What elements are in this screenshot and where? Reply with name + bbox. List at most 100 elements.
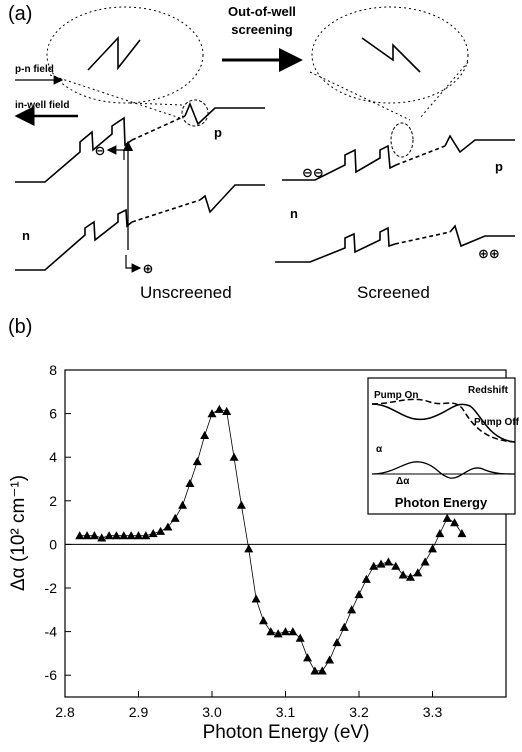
conduction-band bbox=[131, 115, 186, 141]
data-point bbox=[310, 666, 320, 675]
delta-label: Δα bbox=[396, 476, 410, 487]
x-tick-label: 2.8 bbox=[55, 704, 75, 720]
inset: Redshift Pump On Pump Off α Δα Photon En… bbox=[367, 377, 520, 515]
data-point bbox=[413, 568, 423, 577]
zoom-lines bbox=[49, 74, 183, 119]
valence-band bbox=[275, 226, 396, 263]
x-tick-label: 3.3 bbox=[423, 704, 443, 720]
data-point bbox=[75, 531, 85, 540]
data-point bbox=[163, 522, 173, 531]
y-tick-label: -4 bbox=[45, 624, 58, 640]
data-point bbox=[288, 627, 298, 636]
data-point bbox=[141, 531, 151, 540]
pump-off-curve bbox=[371, 403, 516, 443]
panel-b: (b) Photon Energy (eV) Δα (10² cm⁻¹) 2.8… bbox=[8, 316, 520, 743]
y-tick-label: -6 bbox=[45, 667, 58, 683]
holes: ⊕⊕ bbox=[478, 246, 500, 261]
n-label: n bbox=[22, 228, 30, 243]
zoom-well bbox=[87, 35, 141, 71]
x-tick-label: 2.9 bbox=[129, 704, 149, 720]
data-point bbox=[126, 531, 136, 540]
conduction-band bbox=[444, 134, 515, 154]
y-tick-label: 0 bbox=[49, 536, 57, 552]
data-point bbox=[207, 409, 217, 418]
conduction-band bbox=[184, 101, 265, 126]
zoom-well bbox=[361, 37, 421, 73]
panel-a: (a) Out-of-well screening p-n field in-w… bbox=[8, 3, 515, 302]
x-tick-label: 3.0 bbox=[202, 704, 222, 720]
data-point bbox=[442, 513, 452, 522]
pump-on-curve bbox=[371, 398, 516, 443]
y-tick-label: 4 bbox=[49, 449, 57, 465]
inwell-field: in-well field bbox=[15, 100, 69, 111]
arrow-label: screening bbox=[231, 22, 292, 37]
data-point bbox=[303, 653, 313, 662]
data-point bbox=[428, 544, 437, 553]
data-point bbox=[332, 638, 342, 647]
panel-label: (a) bbox=[8, 3, 32, 25]
data-point bbox=[450, 518, 460, 527]
data-point bbox=[89, 531, 99, 540]
zoom bbox=[46, 6, 204, 104]
data-point bbox=[354, 590, 364, 599]
conduction-band bbox=[282, 144, 397, 181]
delta-curve bbox=[371, 461, 516, 479]
p-label: p bbox=[214, 125, 222, 140]
zoom-spot bbox=[390, 122, 414, 158]
data-point bbox=[405, 572, 415, 581]
data-point bbox=[457, 529, 467, 538]
data-point bbox=[104, 531, 114, 540]
valence-band bbox=[15, 208, 133, 271]
data-point bbox=[178, 500, 188, 509]
data-point bbox=[251, 594, 261, 603]
data-point bbox=[156, 526, 166, 535]
data-point bbox=[339, 622, 349, 631]
data-point bbox=[148, 529, 158, 538]
y-tick-label: 6 bbox=[49, 406, 57, 422]
data-point bbox=[185, 478, 195, 487]
valence-band bbox=[449, 224, 515, 248]
data-point bbox=[97, 533, 107, 542]
pn-field: p-n field bbox=[15, 64, 54, 75]
zoom bbox=[311, 6, 469, 104]
caption: Unscreened bbox=[140, 283, 232, 302]
valence-band bbox=[199, 184, 265, 214]
inset-title: Redshift bbox=[468, 385, 509, 396]
pump-off-label: Pump Off bbox=[474, 417, 520, 428]
x-tick-label: 3.1 bbox=[276, 704, 296, 720]
panel-label: (b) bbox=[8, 316, 32, 338]
data-point bbox=[325, 655, 335, 664]
data-point bbox=[361, 574, 371, 583]
data-point bbox=[347, 605, 357, 614]
pump-on-label: Pump On bbox=[374, 390, 418, 401]
data-point bbox=[82, 531, 92, 540]
valence-band bbox=[394, 231, 451, 245]
data-point bbox=[266, 627, 276, 636]
data-point bbox=[317, 666, 327, 675]
data-point bbox=[398, 570, 408, 579]
data-point bbox=[281, 627, 290, 636]
data-point bbox=[192, 457, 202, 466]
data-point bbox=[391, 561, 401, 570]
n-label: n bbox=[290, 206, 298, 221]
zoom-lines bbox=[309, 61, 469, 121]
data-point bbox=[229, 452, 239, 461]
electron-path bbox=[106, 145, 125, 160]
x-tick-label: 3.2 bbox=[349, 704, 369, 720]
hole: ⊕ bbox=[143, 261, 154, 276]
inset-x-label: Photon Energy bbox=[395, 495, 488, 510]
data-point bbox=[420, 557, 430, 566]
valence-band bbox=[131, 199, 201, 223]
data-point bbox=[170, 513, 180, 522]
data-point bbox=[200, 430, 210, 439]
data-point bbox=[273, 629, 283, 638]
conduction-band bbox=[15, 116, 133, 183]
data-point bbox=[244, 544, 254, 553]
electrons: ⊖⊖ bbox=[302, 165, 324, 180]
hole-path bbox=[125, 255, 142, 273]
zoom-spot bbox=[181, 99, 209, 127]
y-axis-label: Δα (10² cm⁻¹) bbox=[8, 475, 29, 591]
p-label: p bbox=[495, 159, 503, 174]
